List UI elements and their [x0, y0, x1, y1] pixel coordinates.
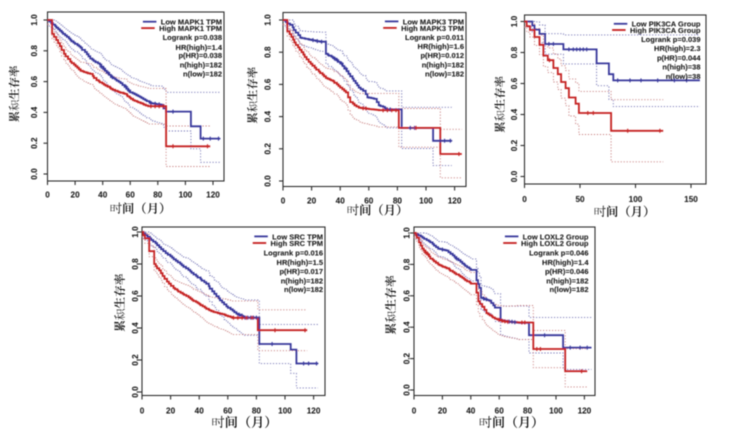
- svg-text:High MAPK3 TPM: High MAPK3 TPM: [401, 24, 464, 33]
- svg-text:0.2: 0.2: [403, 352, 412, 364]
- svg-text:80: 80: [523, 407, 533, 416]
- svg-text:1.0: 1.0: [264, 14, 273, 26]
- svg-text:150: 150: [684, 195, 698, 204]
- svg-text:20: 20: [307, 197, 317, 206]
- svg-text:p(HR)=0.012: p(HR)=0.012: [420, 51, 464, 60]
- svg-text:80: 80: [252, 407, 262, 416]
- svg-text:0: 0: [412, 407, 417, 416]
- svg-text:120: 120: [307, 407, 321, 416]
- svg-text:n(high)=38: n(high)=38: [662, 63, 700, 72]
- svg-text:20: 20: [438, 407, 448, 416]
- svg-text:1.0: 1.0: [30, 14, 39, 26]
- svg-text:p(HR)=0.044: p(HR)=0.044: [657, 54, 701, 63]
- svg-text:0.6: 0.6: [510, 77, 519, 89]
- svg-text:0.6: 0.6: [403, 290, 412, 302]
- svg-text:120: 120: [448, 197, 462, 206]
- svg-text:HR(high)=1.4: HR(high)=1.4: [542, 258, 589, 267]
- svg-text:Low MAPK1 TPM: Low MAPK1 TPM: [161, 18, 222, 27]
- svg-text:n(low)=182: n(low)=182: [550, 285, 589, 294]
- svg-text:n(low)=182: n(low)=182: [284, 285, 323, 294]
- svg-text:0.4: 0.4: [264, 110, 273, 122]
- svg-text:n(low)=38: n(low)=38: [666, 72, 701, 81]
- svg-text:100: 100: [278, 407, 292, 416]
- svg-text:Logrank p=0.038: Logrank p=0.038: [163, 33, 222, 42]
- svg-text:1.0: 1.0: [510, 15, 519, 27]
- svg-text:n(high)=182: n(high)=182: [546, 276, 588, 285]
- svg-text:100: 100: [179, 190, 193, 199]
- svg-text:p(HR)=0.017: p(HR)=0.017: [279, 267, 323, 276]
- svg-text:100: 100: [629, 195, 643, 204]
- svg-text:0.8: 0.8: [131, 258, 140, 270]
- svg-text:0.4: 0.4: [30, 106, 39, 118]
- svg-text:High PIK3CA Group: High PIK3CA Group: [630, 26, 701, 35]
- svg-text:n(high)=182: n(high)=182: [281, 276, 323, 285]
- svg-text:100: 100: [419, 197, 433, 206]
- svg-text:80: 80: [393, 197, 403, 206]
- svg-text:20: 20: [71, 190, 81, 199]
- svg-text:0.4: 0.4: [131, 322, 140, 334]
- svg-text:40: 40: [98, 190, 108, 199]
- svg-text:Logrank p=0.011: Logrank p=0.011: [405, 33, 464, 42]
- svg-text:120: 120: [578, 407, 592, 416]
- svg-text:60: 60: [364, 197, 374, 206]
- svg-text:0.2: 0.2: [131, 354, 140, 366]
- svg-text:n(low)=182: n(low)=182: [183, 69, 222, 78]
- svg-text:HR(high)=1.4: HR(high)=1.4: [176, 43, 223, 52]
- svg-text:0.2: 0.2: [30, 137, 39, 149]
- svg-text:p(HR)=0.046: p(HR)=0.046: [545, 267, 589, 276]
- svg-text:40: 40: [195, 407, 205, 416]
- svg-text:Low LOXL2 Group: Low LOXL2 Group: [523, 232, 589, 241]
- svg-text:0.0: 0.0: [264, 175, 273, 187]
- svg-text:0.2: 0.2: [264, 143, 273, 155]
- svg-text:0.6: 0.6: [264, 78, 273, 90]
- svg-text:High MAPK1 TPM: High MAPK1 TPM: [159, 24, 222, 33]
- svg-text:Low PIK3CA Group: Low PIK3CA Group: [632, 20, 701, 29]
- svg-text:0.0: 0.0: [30, 168, 39, 180]
- svg-text:Logrank p=0.046: Logrank p=0.046: [529, 249, 588, 258]
- svg-text:Low MAPK3 TPM: Low MAPK3 TPM: [403, 17, 464, 26]
- svg-text:0: 0: [45, 190, 50, 199]
- svg-text:0.8: 0.8: [264, 46, 273, 58]
- svg-text:HR(high)=1.6: HR(high)=1.6: [418, 42, 464, 51]
- svg-text:1.0: 1.0: [403, 227, 412, 239]
- svg-text:120: 120: [206, 190, 220, 199]
- svg-text:0.8: 0.8: [30, 45, 39, 57]
- svg-text:1.0: 1.0: [131, 226, 140, 238]
- svg-text:0: 0: [522, 195, 527, 204]
- svg-text:0.0: 0.0: [403, 384, 412, 396]
- svg-text:60: 60: [495, 407, 505, 416]
- svg-text:0.8: 0.8: [510, 46, 519, 58]
- svg-text:p(HR)=0.038: p(HR)=0.038: [178, 51, 222, 60]
- svg-text:0.4: 0.4: [403, 321, 412, 333]
- svg-text:80: 80: [153, 190, 163, 199]
- svg-text:HR(high)=1.5: HR(high)=1.5: [277, 258, 323, 267]
- svg-text:40: 40: [336, 197, 346, 206]
- svg-text:60: 60: [223, 407, 233, 416]
- svg-text:Low SRC TPM: Low SRC TPM: [272, 232, 323, 241]
- svg-text:0.6: 0.6: [30, 75, 39, 87]
- svg-text:0.0: 0.0: [131, 386, 140, 398]
- svg-text:Logrank p=0.039: Logrank p=0.039: [641, 35, 700, 44]
- svg-text:n(high)=182: n(high)=182: [180, 61, 222, 70]
- svg-text:0: 0: [140, 407, 145, 416]
- svg-text:0.8: 0.8: [403, 258, 412, 270]
- svg-text:40: 40: [466, 407, 476, 416]
- svg-text:n(high)=182: n(high)=182: [422, 60, 464, 69]
- svg-text:0.6: 0.6: [131, 290, 140, 302]
- svg-text:0.0: 0.0: [510, 170, 519, 182]
- svg-text:50: 50: [575, 195, 585, 204]
- svg-text:n(low)=182: n(low)=182: [425, 69, 464, 78]
- svg-text:Logrank p=0.016: Logrank p=0.016: [264, 249, 323, 258]
- svg-text:High LOXL2 Group: High LOXL2 Group: [521, 239, 589, 248]
- svg-text:60: 60: [126, 190, 136, 199]
- svg-text:100: 100: [549, 407, 563, 416]
- svg-text:0: 0: [281, 197, 286, 206]
- svg-text:0.4: 0.4: [510, 108, 519, 120]
- svg-text:20: 20: [166, 407, 176, 416]
- svg-text:0.2: 0.2: [510, 139, 519, 151]
- svg-text:High SRC TPM: High SRC TPM: [271, 239, 324, 248]
- svg-text:HR(high)=2.3: HR(high)=2.3: [654, 44, 700, 53]
